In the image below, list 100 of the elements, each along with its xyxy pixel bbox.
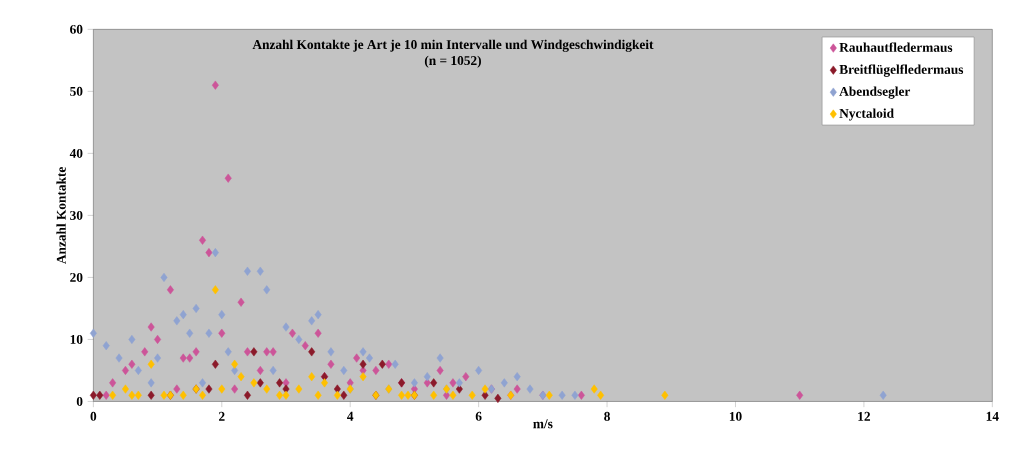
point: [128, 390, 136, 400]
point: [269, 347, 277, 357]
point: [295, 334, 303, 344]
point: [500, 378, 508, 388]
point: [224, 173, 232, 183]
point: [237, 371, 245, 381]
point: [231, 384, 239, 394]
point: [577, 390, 585, 400]
point: [237, 297, 245, 307]
text: (n = 1052): [424, 55, 481, 68]
point: [410, 378, 418, 388]
point: [154, 334, 162, 344]
point: [513, 371, 521, 381]
point: [436, 353, 444, 363]
point: [301, 340, 309, 350]
point: [218, 328, 226, 338]
point: [282, 322, 290, 332]
text: Anzahl Kontakte je Art je 10 min Intervalle und Windgeschwindigkeit: [252, 39, 654, 52]
point: [179, 390, 187, 400]
point: [475, 365, 483, 375]
point: [250, 347, 258, 357]
point: [288, 328, 296, 338]
point: [141, 347, 149, 357]
point: [263, 384, 271, 394]
point: [173, 316, 181, 326]
point: [385, 359, 393, 369]
point: [449, 390, 457, 400]
x-tick-label: 2: [219, 411, 225, 421]
point: [186, 353, 194, 363]
x-tick-label: 0: [90, 411, 97, 421]
x-tick-label: 14: [986, 411, 999, 421]
point: [558, 390, 566, 400]
point: [89, 328, 97, 338]
point: [879, 390, 887, 400]
point: [391, 359, 399, 369]
point: [211, 247, 219, 257]
point: [796, 390, 804, 400]
point: [199, 235, 206, 245]
point: [423, 371, 431, 381]
point: [430, 378, 438, 388]
point: [147, 390, 155, 400]
point: [308, 316, 316, 326]
point: [308, 371, 316, 381]
point: [122, 384, 129, 394]
y-tick-label: 20: [70, 272, 83, 282]
point: [147, 322, 155, 332]
point: [96, 390, 104, 400]
point: [359, 359, 367, 369]
point: [109, 390, 117, 400]
point: [372, 365, 380, 375]
x-tick-label: 6: [475, 411, 482, 421]
point: [462, 371, 470, 381]
point: [597, 390, 605, 400]
point: [269, 365, 277, 375]
point: [468, 390, 476, 400]
point: [276, 378, 284, 388]
y-axis-title: Anzahl Kontakte: [56, 166, 66, 264]
point: [513, 384, 521, 394]
point: [359, 371, 367, 381]
point: [89, 390, 97, 400]
point: [256, 378, 264, 388]
point: [179, 353, 187, 363]
point: [398, 390, 406, 400]
point: [134, 390, 142, 400]
point: [359, 347, 367, 357]
point: [166, 285, 174, 295]
point: [436, 365, 444, 375]
point: [404, 390, 412, 400]
point: [244, 347, 251, 357]
point: [218, 309, 226, 319]
y-tick-label: 40: [69, 148, 83, 158]
point: [224, 347, 232, 357]
x-tick-label: 10: [729, 411, 742, 421]
point: [186, 328, 194, 338]
point: [321, 378, 328, 388]
point: [160, 272, 168, 282]
point: [128, 334, 136, 344]
point: [173, 384, 181, 394]
point: [134, 365, 142, 375]
point: [455, 378, 463, 388]
point: [327, 347, 335, 357]
x-axis-title: m/s: [533, 419, 553, 429]
point: [366, 353, 373, 363]
y-tick-label: 30: [70, 210, 83, 220]
point: [295, 384, 303, 394]
y-tick-label: 0: [76, 396, 83, 406]
point: [218, 384, 226, 394]
point: [340, 365, 348, 375]
point: [115, 353, 123, 363]
point: [314, 309, 322, 319]
point: [378, 359, 386, 369]
point: [128, 359, 136, 369]
point: [571, 390, 579, 400]
point: [192, 303, 200, 313]
point: [353, 353, 361, 363]
legend-label: Breitflügelfledermaus: [839, 64, 964, 77]
point: [449, 378, 457, 388]
point: [205, 328, 213, 338]
point: [333, 390, 341, 400]
legend-label: Rauhautfledermaus: [839, 42, 953, 52]
